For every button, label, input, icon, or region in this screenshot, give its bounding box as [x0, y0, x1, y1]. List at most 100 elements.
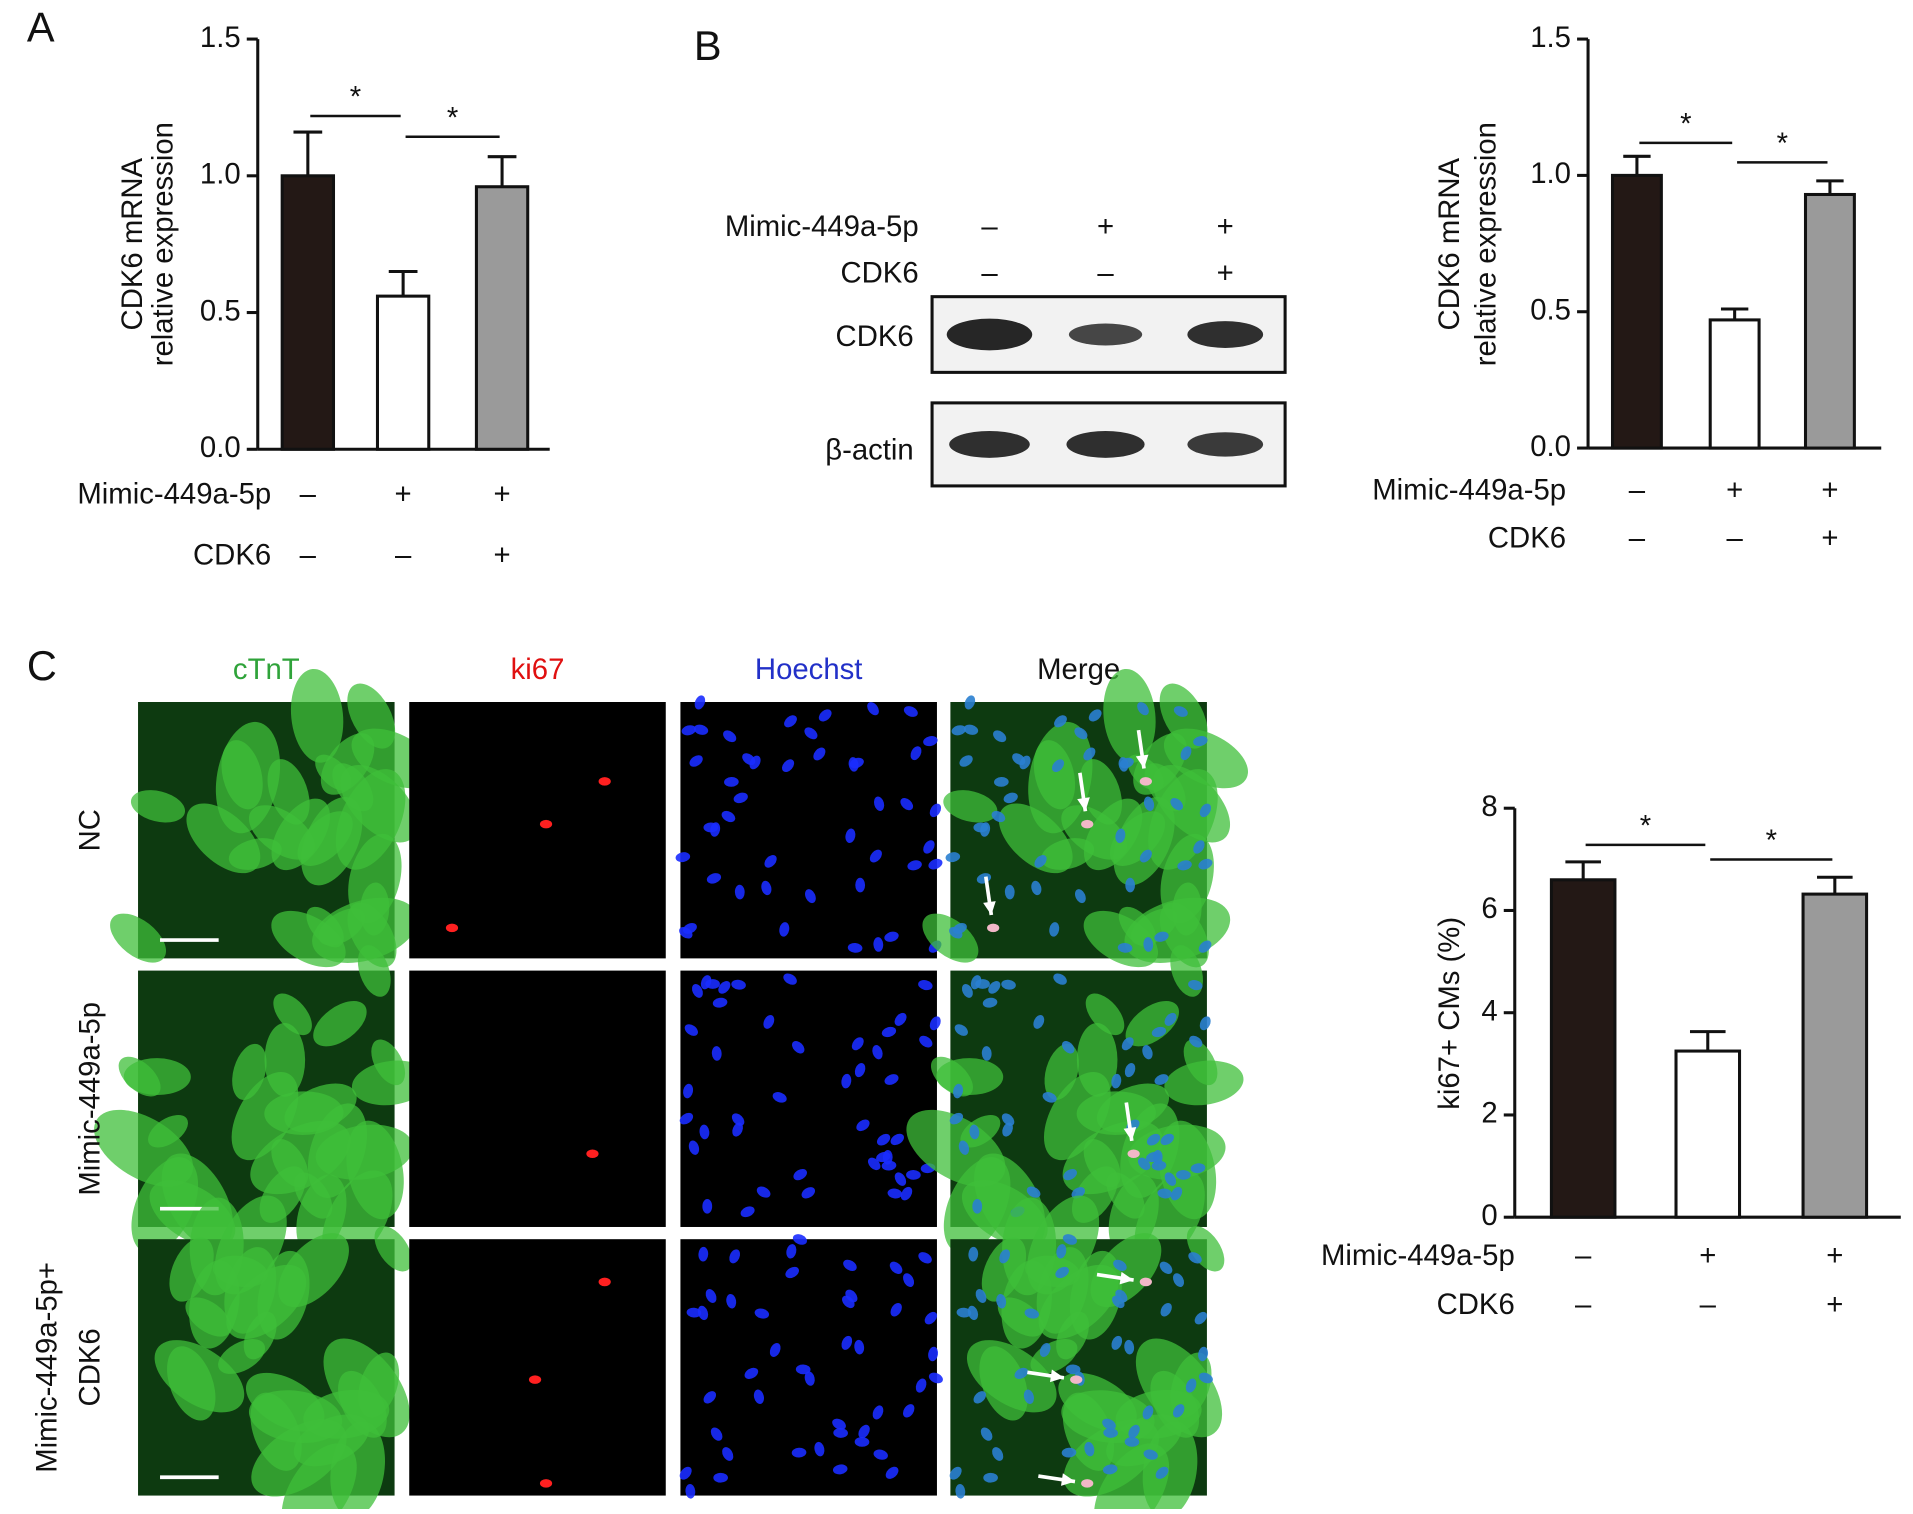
nucleus [884, 931, 899, 942]
nucleus [841, 1073, 852, 1089]
nucleus [918, 980, 933, 991]
significance-label: * [1640, 809, 1651, 842]
nucleus [679, 1466, 692, 1480]
channel-label: cTnT [233, 653, 300, 686]
nucleus [854, 1339, 865, 1355]
nucleus [731, 979, 746, 990]
nucleus [729, 1249, 741, 1264]
nucleus [1042, 1092, 1057, 1103]
condition-sign: + [494, 538, 511, 571]
nucleus [845, 828, 856, 844]
nucleus [1142, 1405, 1154, 1420]
cell [960, 1114, 1001, 1148]
nucleus [1154, 1074, 1169, 1085]
nucleus [1172, 1273, 1185, 1287]
micrograph [94, 945, 432, 1265]
nucleus [903, 1273, 915, 1287]
ki67-spot [598, 777, 611, 786]
nucleus [1039, 1343, 1051, 1357]
nucleus [903, 1404, 915, 1418]
cell [315, 754, 352, 791]
nucleus [1034, 855, 1047, 868]
nucleus [981, 1046, 992, 1061]
micrograph-bg [409, 702, 666, 959]
nucleus [964, 695, 976, 710]
nucleus [1055, 1266, 1069, 1279]
nucleus [867, 702, 879, 716]
nucleus [705, 1289, 717, 1303]
nucleus [1088, 709, 1102, 722]
cell [130, 790, 186, 823]
nucleus [872, 1045, 883, 1060]
blot-condition-label: Mimic-449a-5p [725, 210, 919, 243]
nucleus [856, 1119, 870, 1132]
nucleus [1128, 1424, 1140, 1439]
nucleus [928, 858, 943, 870]
cell [271, 798, 330, 871]
nucleus [733, 792, 748, 804]
cell [228, 838, 282, 870]
bar [1610, 173, 1663, 450]
cell [340, 764, 418, 843]
nucleus [1151, 1160, 1167, 1171]
condition-sign: + [1826, 1288, 1843, 1321]
condition-sign: – [1700, 1288, 1717, 1321]
nucleus [792, 1234, 807, 1245]
y-tick-label: 1.5 [200, 21, 241, 54]
nucleus [764, 855, 777, 868]
nucleus [724, 777, 739, 787]
nucleus [1004, 884, 1015, 900]
nucleus [1033, 1014, 1045, 1029]
micrograph [409, 970, 666, 1227]
condition-label: Mimic-449a-5p [1372, 474, 1566, 507]
y-tick-label: 1.0 [200, 158, 241, 191]
nucleus [982, 997, 998, 1008]
nucleus [754, 1308, 770, 1319]
nucleus [814, 1441, 825, 1457]
nucleus [1026, 1186, 1041, 1198]
nucleus [769, 1343, 781, 1357]
nucleus [1056, 1244, 1067, 1259]
nucleus [1102, 1464, 1118, 1475]
nucleus [1113, 1259, 1127, 1271]
cell [185, 1297, 232, 1337]
nucleus [1193, 840, 1205, 854]
nucleus [854, 1063, 866, 1078]
condition-sign: – [300, 477, 317, 510]
micrograph-bg [680, 970, 937, 1227]
nucleus [1053, 973, 1067, 985]
bar [1803, 192, 1856, 450]
cell [1085, 993, 1125, 1036]
nucleus [1019, 755, 1031, 770]
nucleus [1125, 877, 1136, 893]
nucleus [1049, 922, 1060, 937]
micrograph [409, 1239, 666, 1496]
nucleus [710, 822, 721, 837]
cell [930, 1056, 973, 1097]
blot-condition-label: CDK6 [840, 256, 918, 289]
nucleus [1143, 937, 1154, 952]
cell [1083, 798, 1143, 871]
nucleus [697, 1305, 709, 1321]
condition-label: CDK6 [1488, 521, 1566, 554]
nucleus [1173, 706, 1188, 717]
y-axis-label: ki67+ CMs (%) [1433, 917, 1466, 1110]
nucleus [1185, 1378, 1197, 1393]
blot-condition-sign: – [981, 256, 998, 289]
nucleus [734, 884, 745, 900]
cell [1069, 1250, 1122, 1340]
nucleus [972, 1199, 983, 1214]
significance-label: * [1777, 127, 1788, 160]
nucleus [952, 923, 967, 934]
nucleus [1170, 1186, 1183, 1201]
nucleus [786, 1244, 797, 1259]
micrograph [949, 1195, 1225, 1514]
nucleus [784, 715, 797, 728]
cell [218, 1339, 266, 1374]
cell [1183, 1039, 1218, 1086]
cell [281, 1443, 357, 1514]
nucleus [689, 755, 703, 767]
nucleus [718, 980, 731, 994]
nucleus [1118, 757, 1129, 772]
ki67-spot [1081, 1479, 1094, 1488]
